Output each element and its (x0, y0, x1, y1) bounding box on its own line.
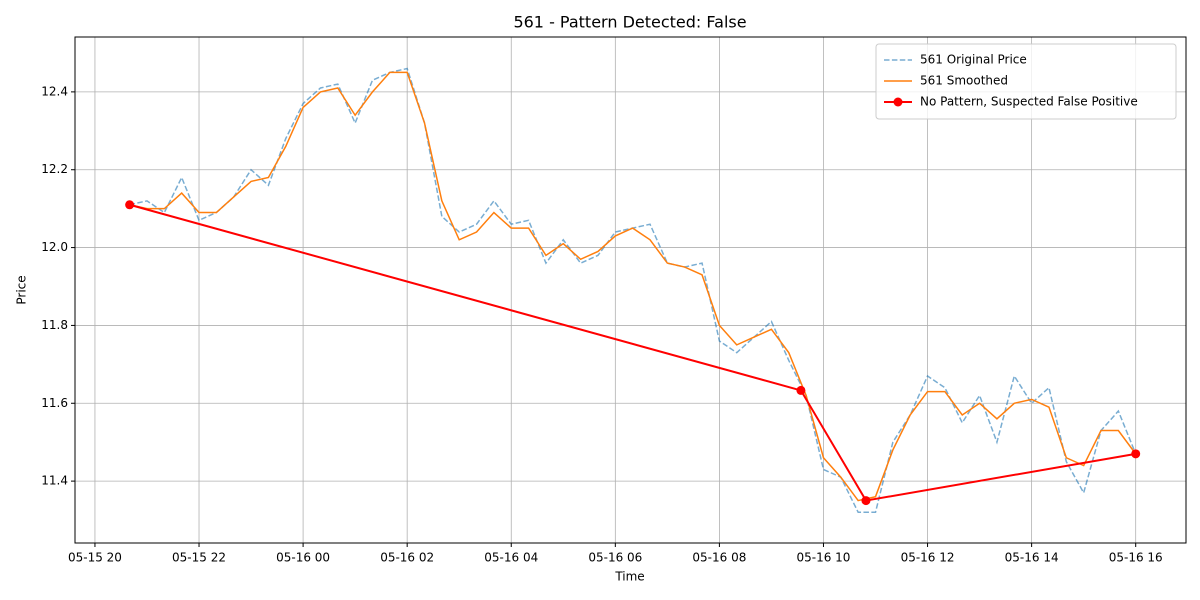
legend-marker (893, 97, 903, 107)
y-tick-label: 12.2 (41, 162, 68, 176)
y-tick-label: 11.6 (41, 396, 68, 410)
y-tick-label: 11.4 (41, 474, 68, 488)
legend-label: 561 Smoothed (920, 74, 1008, 88)
y-tick-label: 11.8 (41, 318, 68, 332)
point-marker (861, 496, 871, 506)
series-line (129, 71, 1137, 502)
legend-box (875, 43, 1177, 120)
x-tick-label: 05-16 00 (276, 551, 330, 565)
x-tick-label: 05-16 12 (901, 551, 955, 565)
x-tick-label: 05-16 06 (588, 551, 642, 565)
x-tick-label: 05-16 14 (1005, 551, 1059, 565)
point-marker (796, 385, 806, 395)
x-tick-label: 05-16 16 (1109, 551, 1163, 565)
point-marker (125, 200, 135, 210)
legend-label: No Pattern, Suspected False Positive (920, 95, 1138, 109)
x-tick-label: 05-16 02 (380, 551, 434, 565)
y-tick-label: 12.4 (41, 84, 68, 98)
x-axis-label: Time (614, 570, 644, 584)
series-line (129, 203, 1136, 502)
x-tick-label: 05-15 22 (172, 551, 226, 565)
x-tick-label: 05-16 04 (484, 551, 538, 565)
x-tick-label: 05-16 10 (796, 551, 850, 565)
x-tick-label: 05-15 20 (68, 551, 122, 565)
legend-label: 561 Original Price (920, 53, 1027, 67)
y-axis-label: Price (15, 275, 29, 304)
y-tick-label: 12.0 (41, 240, 68, 254)
x-tick-label: 05-16 08 (692, 551, 746, 565)
point-marker (1131, 449, 1141, 459)
plot-frame (74, 36, 1187, 544)
chart-title: 561 - Pattern Detected: False (513, 13, 746, 32)
